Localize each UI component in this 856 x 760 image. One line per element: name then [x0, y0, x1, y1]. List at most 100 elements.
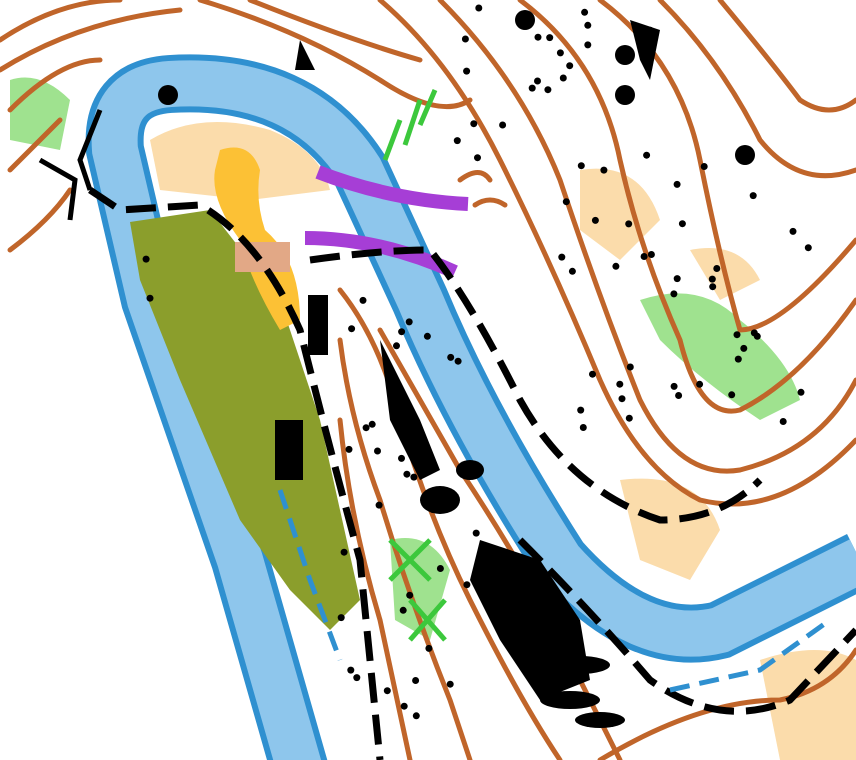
vegetation-patch	[640, 293, 800, 420]
dot	[733, 331, 741, 339]
dot	[359, 296, 367, 304]
dot	[625, 220, 633, 228]
river	[91, 60, 856, 760]
contour	[437, 0, 856, 474]
dot	[696, 380, 704, 388]
dot	[584, 41, 592, 49]
dot	[709, 283, 717, 291]
contour	[337, 287, 563, 760]
dot	[475, 4, 483, 12]
dot	[412, 712, 420, 720]
dot	[577, 162, 585, 170]
dot	[353, 674, 361, 682]
cliff	[380, 340, 440, 480]
contour	[597, 0, 856, 333]
dot	[400, 702, 408, 710]
rock-features	[158, 10, 755, 728]
boulder	[515, 10, 535, 30]
dot	[678, 220, 686, 228]
dot	[347, 666, 355, 674]
dot	[337, 614, 345, 622]
dot	[708, 275, 716, 283]
building-area	[235, 242, 290, 272]
dot	[713, 265, 721, 272]
dot	[625, 414, 633, 422]
track	[517, 537, 856, 715]
dot	[779, 418, 787, 425]
dot	[340, 548, 348, 556]
dot	[584, 21, 592, 29]
dot	[463, 581, 471, 589]
contour	[247, 0, 423, 63]
dot	[670, 290, 678, 298]
dot	[425, 644, 433, 652]
open-land-patch	[620, 478, 720, 580]
dot	[398, 454, 405, 462]
rock-pillar	[295, 40, 315, 70]
dot	[640, 253, 648, 260]
stream	[669, 617, 832, 693]
track	[88, 187, 384, 760]
track	[309, 246, 763, 524]
contour	[337, 417, 413, 760]
dot	[728, 391, 736, 399]
dot	[410, 473, 418, 481]
dot	[643, 151, 651, 159]
path	[38, 109, 103, 221]
dot	[673, 275, 681, 283]
dot	[399, 606, 407, 614]
dot	[577, 406, 585, 414]
dot	[393, 342, 400, 350]
dot	[528, 84, 536, 92]
dot	[460, 471, 468, 479]
dot	[142, 255, 150, 263]
contour	[657, 0, 856, 179]
dot	[673, 180, 681, 188]
building	[275, 420, 303, 480]
dot	[383, 687, 391, 695]
contour	[457, 170, 493, 183]
contour	[717, 0, 856, 113]
dot	[446, 680, 454, 688]
contour	[7, 187, 73, 253]
dot	[454, 357, 462, 365]
dot	[546, 34, 554, 42]
dot	[429, 506, 437, 513]
dot	[647, 251, 655, 258]
dot	[789, 227, 797, 235]
dot	[750, 329, 758, 337]
dot	[544, 86, 552, 94]
boulder	[456, 460, 484, 480]
dot	[436, 565, 444, 572]
dot	[562, 198, 570, 206]
stream	[277, 489, 343, 661]
dot	[534, 33, 542, 41]
boulder	[615, 85, 635, 105]
dot	[589, 370, 596, 378]
dot	[423, 332, 431, 340]
contour	[7, 57, 103, 113]
dot	[740, 344, 748, 352]
dot	[499, 121, 507, 129]
green-marks	[382, 89, 447, 642]
contour	[597, 647, 856, 760]
dot	[463, 67, 471, 75]
dot	[734, 355, 742, 363]
dot	[362, 424, 370, 432]
green-stripe	[382, 89, 438, 161]
contour	[517, 0, 856, 414]
green-x	[388, 538, 447, 642]
dot	[474, 154, 481, 162]
boulder	[735, 145, 755, 165]
dot	[345, 445, 353, 453]
dot	[566, 62, 574, 70]
contour	[0, 7, 183, 73]
dot	[403, 470, 411, 478]
contour	[472, 197, 508, 208]
dot	[453, 137, 461, 145]
dot	[534, 77, 541, 85]
dot	[406, 591, 414, 599]
contour	[7, 117, 63, 173]
dot	[581, 8, 589, 16]
